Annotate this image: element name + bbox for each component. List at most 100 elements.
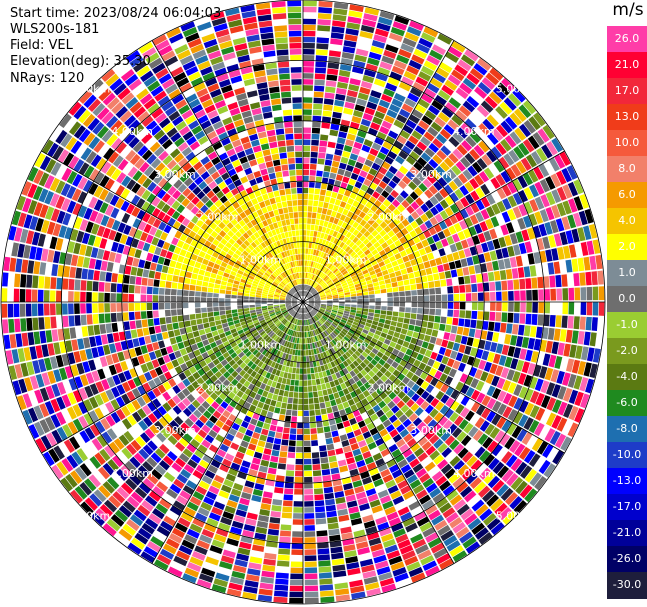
- ppi-range-gate: [326, 443, 335, 451]
- ppi-range-gate: [26, 317, 33, 331]
- ppi-range-gate: [315, 302, 321, 304]
- ppi-range-gate: [317, 334, 322, 340]
- ppi-range-gate: [130, 491, 144, 504]
- ppi-range-gate: [62, 278, 69, 290]
- ppi-range-gate: [286, 145, 295, 152]
- ppi-range-gate: [418, 37, 433, 49]
- ppi-range-gate: [306, 292, 310, 298]
- ppi-range-gate: [300, 278, 302, 284]
- ppi-range-gate: [249, 418, 258, 426]
- ppi-range-gate: [244, 313, 251, 318]
- ppi-range-gate: [308, 398, 314, 404]
- ppi-range-gate: [172, 322, 179, 330]
- ppi-range-gate: [259, 94, 270, 102]
- ppi-range-gate: [84, 497, 98, 511]
- ppi-range-gate: [147, 103, 160, 115]
- ppi-range-gate: [313, 194, 320, 201]
- ppi-range-gate: [105, 165, 117, 177]
- ppi-range-gate: [344, 488, 355, 497]
- ppi-range-gate: [305, 344, 308, 350]
- ppi-range-gate: [562, 302, 569, 315]
- ppi-range-gate: [55, 303, 62, 315]
- ppi-range-gate: [227, 249, 235, 256]
- ppi-range-gate: [269, 197, 276, 205]
- ppi-range-gate: [318, 572, 332, 579]
- ppi-range-gate: [277, 221, 283, 228]
- ppi-range-gate: [579, 377, 589, 392]
- ppi-range-gate: [547, 446, 559, 462]
- ppi-range-gate: [79, 90, 93, 104]
- ppi-range-gate: [404, 31, 420, 42]
- ppi-range-gate: [55, 164, 67, 179]
- ppi-range-gate: [86, 303, 92, 314]
- ppi-range-gate: [234, 223, 242, 231]
- ppi-range-gate: [523, 325, 531, 337]
- ppi-range-gate: [309, 169, 316, 176]
- ppi-range-gate: [313, 348, 317, 355]
- ppi-range-gate: [289, 597, 303, 604]
- ppi-range-gate: [363, 178, 372, 187]
- ppi-range-gate: [276, 566, 290, 573]
- ppi-range-gate: [174, 441, 186, 452]
- ppi-range-gate: [37, 289, 44, 302]
- ppi-range-gate: [257, 368, 264, 375]
- ppi-range-gate: [428, 104, 440, 116]
- ppi-range-gate: [331, 309, 338, 313]
- ppi-range-gate: [267, 252, 274, 259]
- ppi-range-gate: [225, 306, 231, 311]
- ppi-range-gate: [225, 418, 234, 428]
- ppi-range-gate: [366, 531, 380, 541]
- ppi-range-gate: [290, 330, 294, 336]
- ppi-range-gate: [271, 1, 286, 8]
- ppi-range-gate: [166, 510, 180, 522]
- ppi-range-gate: [420, 390, 430, 400]
- ppi-range-gate: [335, 588, 350, 596]
- ppi-range-gate: [348, 329, 355, 335]
- ppi-range-gate: [345, 231, 352, 239]
- ppi-range-gate: [344, 406, 352, 414]
- ppi-range-gate: [377, 521, 390, 531]
- ppi-range-gate: [182, 87, 195, 98]
- ppi-range-gate: [49, 177, 61, 192]
- ppi-range-gate: [261, 206, 268, 214]
- ppi-range-gate: [310, 267, 314, 274]
- ppi-range-gate: [464, 375, 474, 386]
- ppi-range-gate: [37, 303, 44, 316]
- ppi-range-gate: [323, 480, 333, 488]
- ppi-range-gate: [33, 421, 45, 437]
- ppi-range-gate: [314, 262, 318, 269]
- ppi-range-gate: [166, 127, 178, 138]
- ppi-range-gate: [130, 537, 146, 550]
- ppi-range-gate: [496, 416, 507, 429]
- ppi-range-gate: [252, 489, 263, 497]
- ppi-range-gate: [275, 432, 283, 439]
- ppi-range-gate: [320, 352, 325, 359]
- ppi-range-gate: [354, 54, 367, 63]
- ppi-range-gate: [364, 348, 371, 355]
- ppi-range-gate: [255, 304, 261, 307]
- ppi-range-gate: [571, 359, 581, 374]
- ppi-range-gate: [369, 499, 381, 508]
- ppi-range-gate: [428, 509, 441, 521]
- ppi-range-gate: [232, 287, 238, 292]
- ppi-range-gate: [449, 350, 458, 360]
- ppi-range-gate: [405, 302, 412, 307]
- ppi-range-gate: [267, 268, 273, 274]
- ppi-range-gate: [196, 395, 205, 405]
- ppi-range-gate: [375, 171, 385, 180]
- ppi-range-gate: [465, 310, 472, 319]
- ppi-range-gate: [278, 67, 290, 74]
- ppi-range-gate: [62, 212, 72, 226]
- ppi-range-gate: [80, 303, 86, 314]
- ppi-range-gate: [300, 320, 303, 326]
- ppi-range-gate: [249, 299, 255, 302]
- ppi-range-gate: [332, 204, 339, 212]
- ppi-range-gate: [465, 302, 472, 310]
- ppi-range-gate: [335, 336, 342, 342]
- ppi-range-gate: [325, 153, 334, 161]
- ppi-range-gate: [267, 74, 279, 82]
- ppi-range-gate: [283, 327, 288, 333]
- ppi-range-gate: [482, 489, 495, 503]
- ppi-range-gate: [203, 410, 212, 419]
- ppi-range-gate: [174, 350, 182, 359]
